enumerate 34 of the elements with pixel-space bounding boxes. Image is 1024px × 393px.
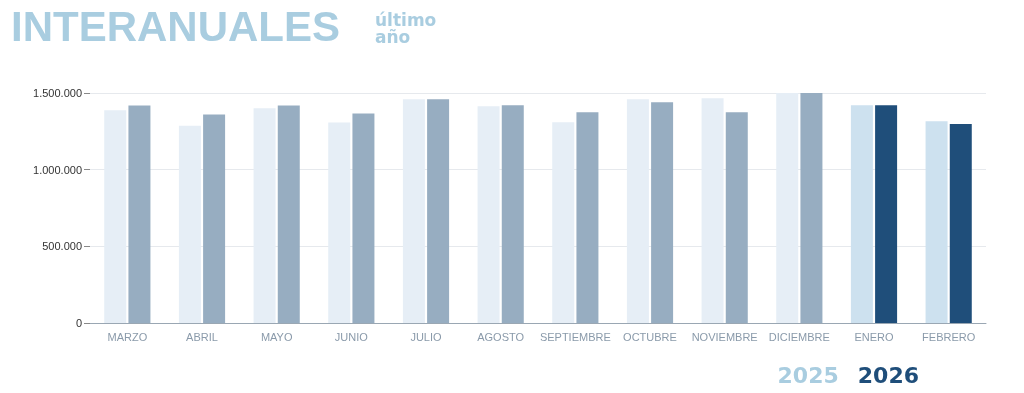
x-tick-label: ENERO <box>854 330 894 343</box>
y-tick-label: 1.000.000 <box>33 163 82 176</box>
y-tick-label: 500.000 <box>42 240 82 253</box>
chart-title: INTERANUALES <box>11 2 341 50</box>
series-label: 2025 <box>777 362 839 388</box>
x-tick-label: JULIO <box>410 330 443 343</box>
bar <box>651 102 674 323</box>
x-tick-label: DICIEMBRE <box>768 330 830 343</box>
bar <box>875 105 898 323</box>
chart-subtitle: último año <box>375 9 437 47</box>
bar <box>576 112 599 323</box>
bar <box>725 112 748 323</box>
series-label: 2026 <box>857 362 919 388</box>
bar <box>925 121 948 323</box>
y-tick-label: 0 <box>75 317 82 329</box>
bar <box>800 93 823 323</box>
bar <box>203 114 226 323</box>
x-tick-label: JUNIO <box>334 330 369 343</box>
bar <box>850 105 873 323</box>
x-tick-label: ABRIL <box>186 330 218 343</box>
x-tick-label: AGOSTO <box>477 330 525 343</box>
bar <box>128 105 151 323</box>
x-tick-label: SEPTIEMBRE <box>539 330 611 343</box>
bar <box>352 113 375 323</box>
x-tick-label: NOVIEMBRE <box>691 330 758 343</box>
bar <box>427 99 450 323</box>
x-tick-label: FEBRERO <box>922 330 976 343</box>
y-tick-label: 1.500.000 <box>33 87 82 99</box>
bar <box>501 105 524 323</box>
x-tick-label: MAYO <box>260 330 293 343</box>
x-tick-label: MARZO <box>107 330 148 343</box>
x-tick-label: OCTUBRE <box>623 330 677 343</box>
bar <box>277 105 300 323</box>
bar <box>949 123 972 323</box>
